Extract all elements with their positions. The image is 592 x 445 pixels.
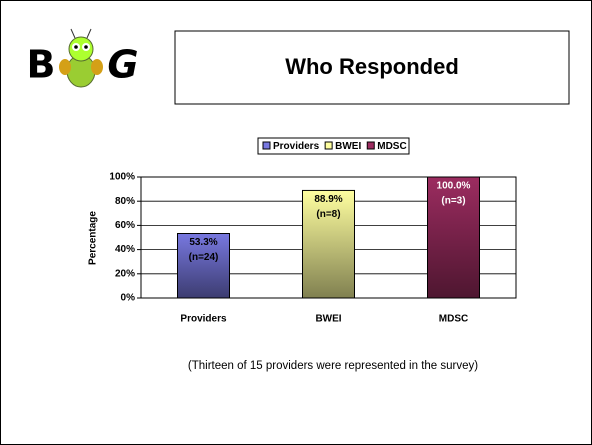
bar [427,176,480,299]
title-box [174,30,570,105]
y-tick-label: 100% [109,172,135,183]
value-label: 88.9% [314,194,342,205]
legend-label: BWEI [335,141,361,152]
bar [302,189,355,299]
y-tick-label: 80% [115,196,135,207]
n-label: (n=8) [316,209,340,220]
caption: (Thirteen of 15 providers were represent… [188,360,478,372]
y-axis-label: Percentage [88,211,99,265]
chart-title: Who Responded [285,54,459,79]
n-label: (n=24) [189,252,219,263]
x-tick-label: BWEI [315,314,341,325]
legend-swatch [324,141,333,150]
x-tick-label: MDSC [439,314,468,325]
y-tick-label: 40% [115,244,135,255]
y-tick-label: 0% [121,293,136,304]
y-tick-label: 60% [115,220,135,231]
legend-label: Providers [273,141,320,152]
y-tick-label: 20% [115,268,135,279]
bar [177,233,230,299]
logo-left: B [27,43,56,87]
value-label: 100.0% [437,181,471,192]
x-tick-label: Providers [180,314,227,325]
legend-swatch [366,141,375,150]
legend-swatch [262,141,271,150]
legend-label: MDSC [377,141,406,152]
value-label: 53.3% [189,237,217,248]
logo-bug [59,28,103,88]
n-label: (n=3) [441,196,465,207]
logo-right: G [107,43,138,87]
